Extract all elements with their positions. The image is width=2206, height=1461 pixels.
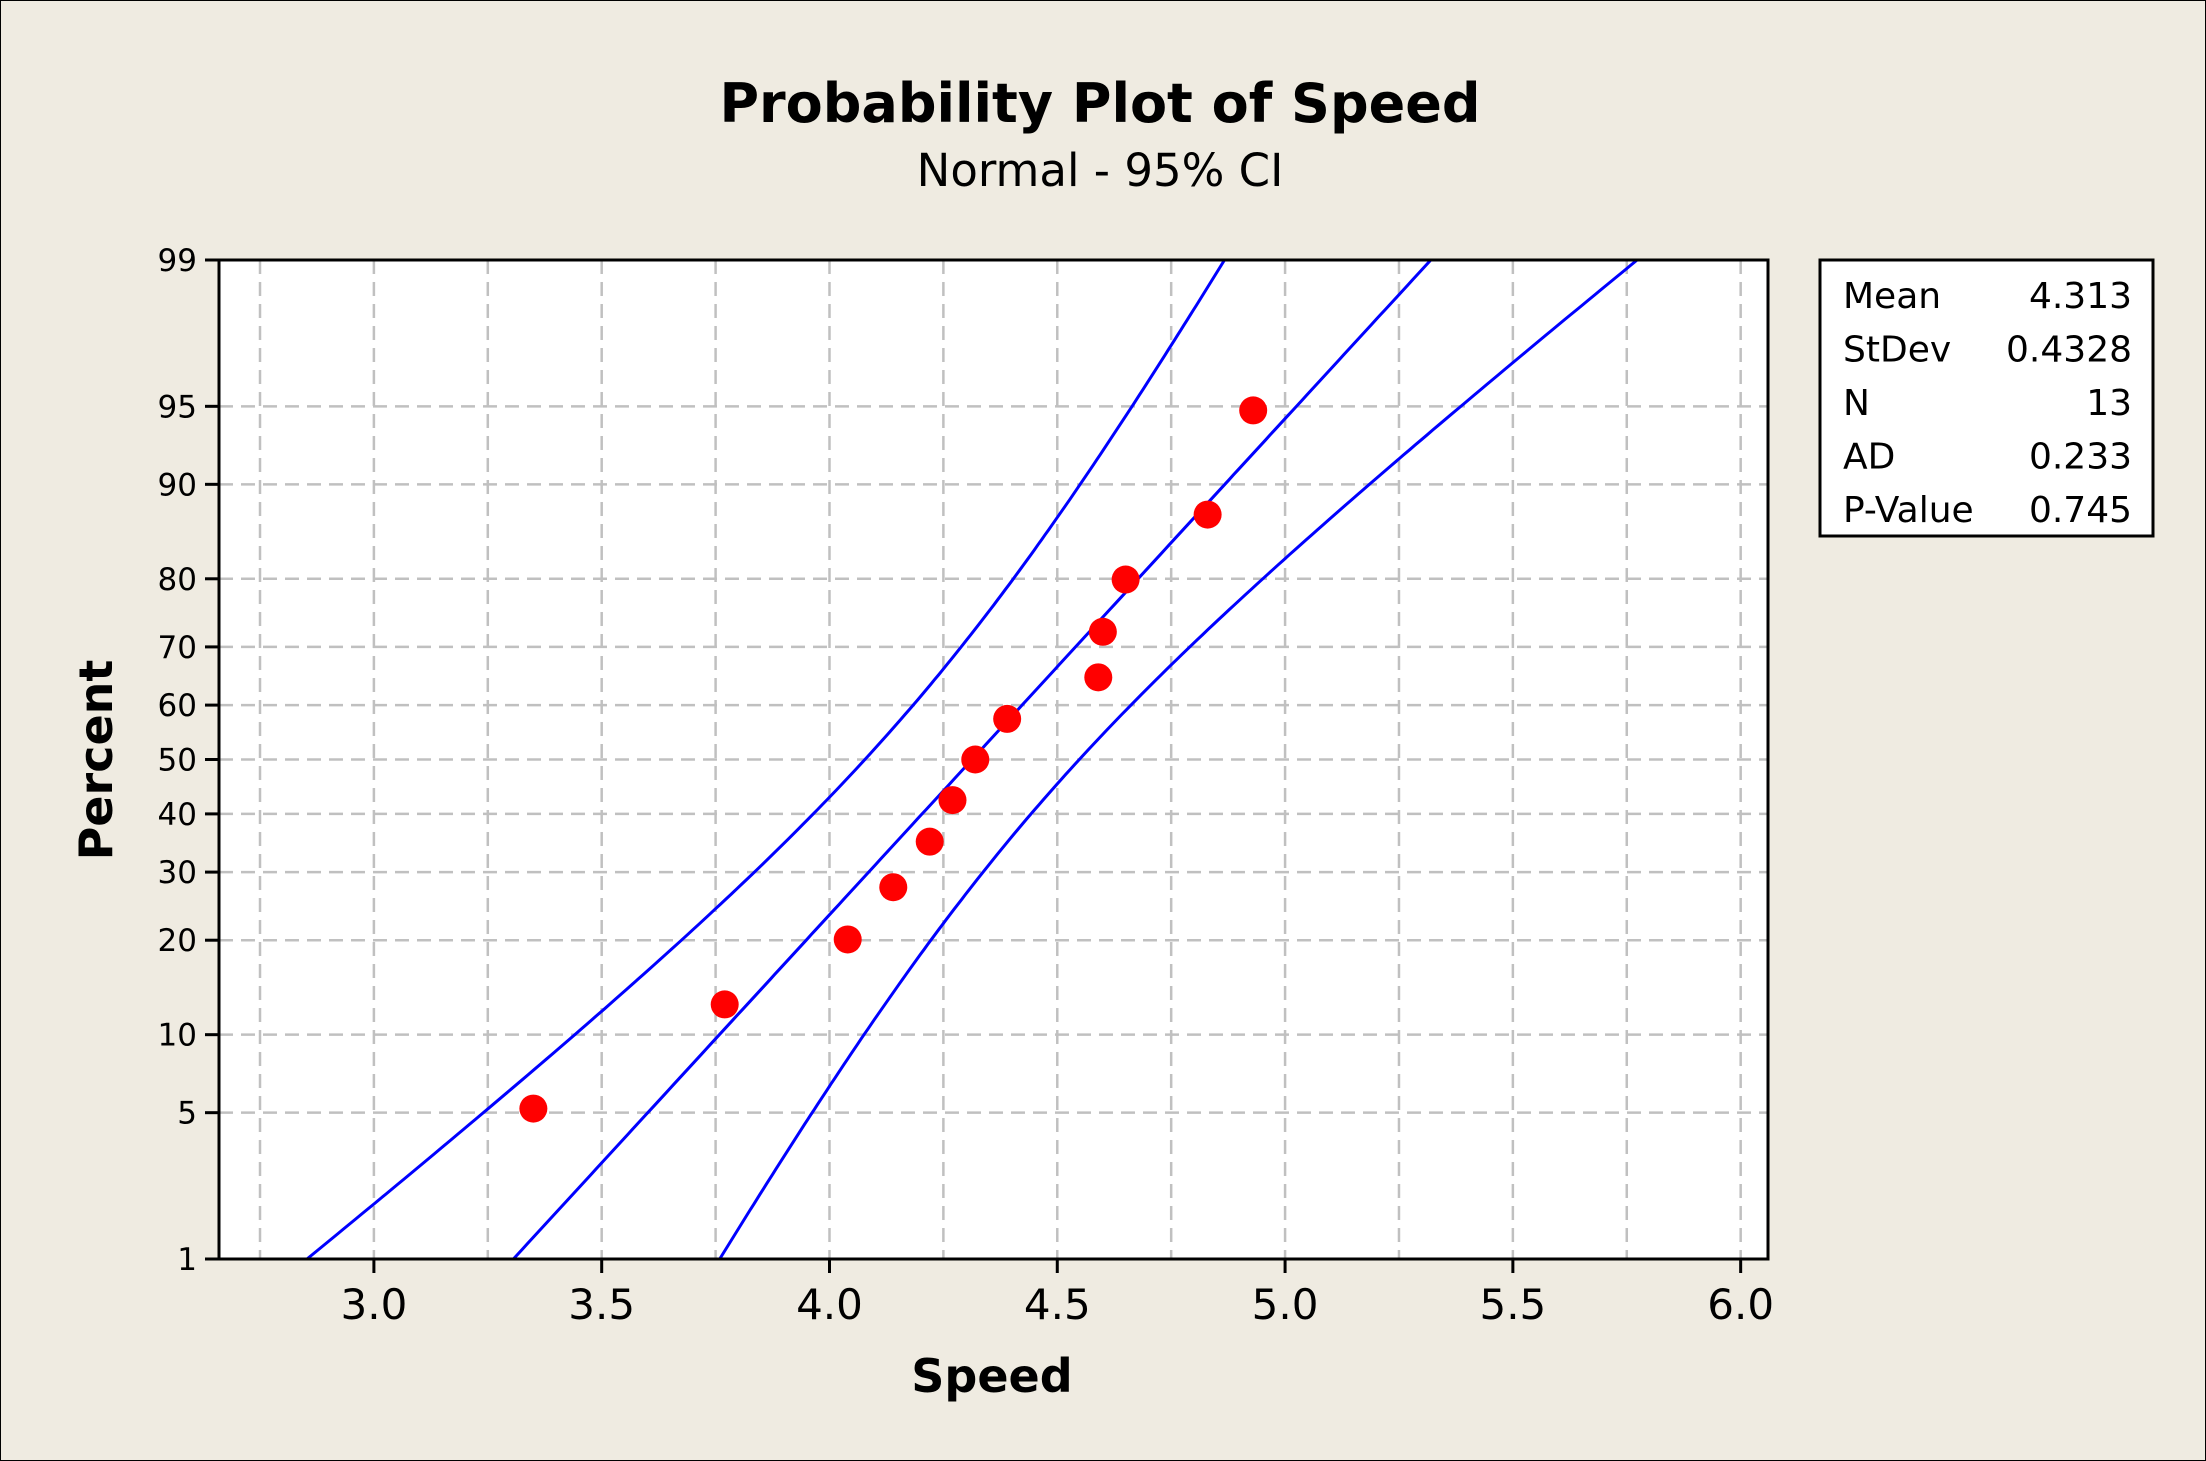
lower-ci-band [718,258,1639,1260]
data-point [519,1094,548,1123]
x-tick-label: 5.5 [1479,1280,1546,1329]
legend-value: 0.4328 [2006,330,2132,371]
x-tick-label: 3.0 [341,1280,408,1329]
data-point [915,827,944,856]
chart-subtitle: Normal - 95% CI [917,144,1284,197]
data-point [710,990,739,1019]
y-tick-label: 20 [158,923,197,959]
x-tick-label: 3.5 [568,1280,635,1329]
data-point [938,786,967,815]
data-point [961,745,990,774]
upper-ci-band [306,259,1226,1261]
data-point [879,873,908,902]
legend-value: 0.745 [2029,490,2132,531]
chart-title: Probability Plot of Speed [719,72,1480,135]
legend-label: Mean [1843,276,1941,317]
data-point [833,925,862,954]
data-point [1088,617,1117,646]
data-point [1193,500,1222,529]
x-axis-label: Speed [911,1349,1072,1403]
y-tick-label: 80 [158,562,197,598]
data-point [993,704,1022,733]
y-tick-label: 30 [158,855,197,891]
x-tick-label: 4.5 [1024,1280,1091,1329]
legend-label: AD [1843,437,1895,478]
x-tick-label: 5.0 [1252,1280,1319,1329]
legend-box: Mean 4.313 StDev 0.4328 N 13 AD 0.233 P-Value 0.7… [1818,258,2155,538]
data-point [1111,565,1140,594]
legend-label: N [1843,383,1870,424]
legend-label: StDev [1843,330,1951,371]
data-point [1084,663,1113,692]
x-tick-label: 4.0 [796,1280,863,1329]
y-tick-label: 70 [158,630,197,666]
y-tick-label: 50 [158,743,197,779]
y-tick-label: 99 [158,243,197,279]
data-point [1239,396,1268,425]
x-tick-label: 6.0 [1707,1280,1774,1329]
y-tick-label: 10 [158,1018,197,1054]
y-tick-label: 60 [158,688,197,724]
y-tick-label: 95 [158,389,197,425]
y-tick-label: 1 [177,1242,197,1278]
legend-value: 4.313 [2029,276,2132,317]
y-axis-label: Percent [69,660,123,861]
legend-value: 13 [2086,383,2132,424]
y-tick-label: 40 [158,797,197,833]
y-tick-label: 90 [158,467,197,503]
legend-value: 0.233 [2029,437,2132,478]
legend-label: P-Value [1843,490,1974,531]
y-tick-label: 5 [177,1096,197,1132]
